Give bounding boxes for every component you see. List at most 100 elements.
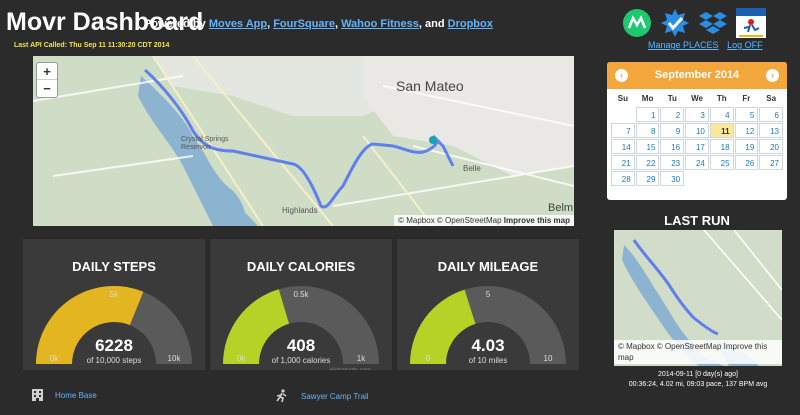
map-label-belmont: Belm [548,202,574,214]
improve-map-link[interactable]: Improve this map [503,216,570,225]
calendar-day[interactable]: 26 [734,155,759,170]
wahoo-icon[interactable] [736,8,766,38]
wahoo-fitness-link[interactable]: Wahoo Fitness [341,18,419,30]
gauge-value: 4.03 [471,336,504,355]
day-of-week-header: Th [716,94,727,103]
osm-attribution[interactable]: © OpenStreetMap [436,216,502,225]
calendar-day[interactable]: 27 [759,155,783,170]
foursquare-icon[interactable] [660,8,690,38]
mapbox-attribution[interactable]: © Mapbox [398,216,435,225]
gauge-title: DAILY CALORIES [246,259,356,274]
moves-app-link[interactable]: Moves App [208,18,268,30]
calendar-day[interactable]: 6 [759,107,783,122]
calendar-grid: Su Mo Tu We Th Fr Sa 1 2 3 4 5 6 7 8 9 10 11 12 13 14 15 16 17 1… [607,89,787,186]
log-off-link[interactable]: Log OFF [727,40,763,50]
gauge-max-label: 10k [168,354,182,363]
last-run-date: 2014-09-11 [0 day(s) ago] [657,371,739,378]
gauge-value: 408 [287,336,315,355]
calendar-day[interactable]: 21 [611,155,635,170]
calendar-day[interactable]: 14 [611,139,635,154]
calendar-day[interactable]: 2 [660,107,685,122]
gauge-fill [36,286,144,364]
gauge-panel-steps: DAILY STEPS 5k 6228 of 10,000 steps 0k 10k [23,239,205,370]
foursquare-link[interactable]: FourSquare [273,18,335,30]
calendar-day[interactable]: 22 [635,155,660,170]
home-base-link[interactable]: Home Base [55,390,97,400]
dropbox-link[interactable]: Dropbox [447,18,493,30]
map-tiles [33,56,574,226]
building-icon [32,389,43,401]
calendar-day-today[interactable]: 11 [709,123,734,138]
dropbox-icon[interactable] [698,8,728,38]
next-month-button[interactable]: › [766,69,779,82]
calendar-day[interactable]: 10 [685,123,709,138]
gauge-max-label: 10 [544,354,553,363]
calendar-day[interactable]: 30 [660,171,685,186]
calendar-day[interactable]: 24 [685,155,709,170]
calendar-day[interactable]: 28 [611,171,635,186]
last-run-attribution: © Mapbox © OpenStreetMap Improve this ma… [614,340,782,364]
zoom-out-button[interactable]: − [43,81,51,96]
separator: , [267,18,271,30]
gauge-min-label: 0k [50,354,59,363]
gauge-goal: of 1,000 calories [272,356,331,365]
gauge-fill [223,289,290,364]
calendar-day[interactable]: 25 [709,155,734,170]
gauge-max-label: 1k [357,354,366,363]
last-run-info: 2014-09-11 [0 day(s) ago] 00:36:24, 4.02… [614,370,782,390]
calendar-month: September 2014 [654,69,740,81]
powered-by: Powered by Moves App, FourSquare, Wahoo … [144,18,493,30]
day-of-week-header: Su [617,94,628,103]
calendar-day[interactable]: 12 [734,123,759,138]
calendar-day[interactable]: 17 [685,139,709,154]
last-run-stats: 00:36:24, 4.02 mi, 09:03 pace, 137 BPM a… [628,381,768,388]
calendar-day[interactable]: 15 [635,139,660,154]
map-label-belle: Belle [463,164,481,173]
moves-icon[interactable] [622,8,652,38]
last-run-map[interactable]: © Mapbox © OpenStreetMap Improve this ma… [614,230,782,366]
map-zoom-control: + − [36,62,58,98]
calendar-day[interactable]: 5 [734,107,759,122]
day-of-week-header: Mo [641,94,654,103]
gauge-goal: of 10,000 steps [87,356,142,365]
calendar-day[interactable]: 19 [734,139,759,154]
gauge-title: DAILY STEPS [72,259,156,274]
calendar-day[interactable]: 8 [635,123,660,138]
separator: , [334,18,338,30]
calendar-day[interactable]: 23 [660,155,685,170]
gauge-min-label: 0k [237,354,246,363]
calendar-day[interactable]: 9 [660,123,685,138]
app-title: Movr Dashboard [6,8,204,36]
gauge-panel-mileage: DAILY MILEAGE 5 4.03 of 10 miles 0 10 [397,239,579,370]
trail-link[interactable]: Sawyer Camp Trail [301,391,369,401]
calendar-day[interactable]: 18 [709,139,734,154]
map-label-reservoir: Crystal Springs Reservoir [181,136,229,151]
last-api-called: Last API Called: Thu Sep 11 11:30:20 CDT… [14,42,170,49]
calendar-day[interactable]: 29 [635,171,660,186]
gauge-mid-label: 5 [486,290,491,299]
calendar-day[interactable]: 4 [709,107,734,122]
zoom-in-button[interactable]: + [37,63,57,80]
gauge-min-label: 0 [426,354,431,363]
day-of-week-header: We [691,94,703,103]
calendar-day[interactable]: 20 [759,139,783,154]
calendar-day[interactable]: 1 [635,107,660,122]
gauge-value: 6228 [95,336,133,355]
map-label-highlands: Highlands [282,206,318,215]
manage-places-link[interactable]: Manage PLACES [648,40,719,50]
home-base-link-row[interactable]: Home Base [32,389,97,401]
calendar-header: ‹ September 2014 › [607,62,787,89]
top-links: Manage PLACES Log OFF [648,40,769,50]
trail-link-row[interactable]: Sawyer Camp Trail [275,389,369,403]
calendar-day[interactable]: 7 [611,123,635,138]
gauge-panel-calories: DAILY CALORIES 0.5k 408 of 1,000 calories 0… [210,239,392,370]
calendar-day[interactable]: 13 [759,123,783,138]
prev-month-button[interactable]: ‹ [615,69,628,82]
powered-prefix: Powered by [144,18,206,30]
activity-map[interactable]: San Mateo Belm Highlands Belle Crystal S… [33,56,574,226]
calendar-day[interactable]: 16 [660,139,685,154]
gauge-mid-label: 5k [110,290,119,299]
calendar-day[interactable]: 3 [685,107,709,122]
